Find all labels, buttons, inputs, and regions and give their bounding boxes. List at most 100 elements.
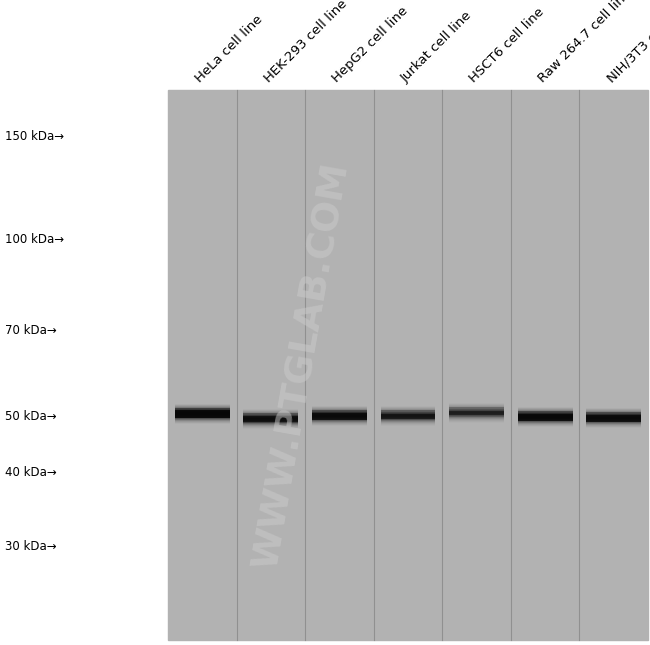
Bar <box>312 411 367 412</box>
Bar <box>175 409 229 410</box>
Bar <box>380 417 436 418</box>
Bar <box>380 410 436 411</box>
Bar <box>586 419 641 420</box>
Bar <box>517 414 573 415</box>
Bar <box>517 410 573 411</box>
Bar <box>586 424 641 425</box>
Bar <box>517 423 573 424</box>
Bar <box>449 404 504 405</box>
Bar <box>449 413 504 414</box>
Bar <box>244 425 298 426</box>
Bar <box>586 427 641 428</box>
Bar <box>449 417 504 418</box>
Bar <box>244 412 298 413</box>
Bar <box>449 419 504 420</box>
Bar <box>380 422 436 423</box>
Bar <box>449 406 504 408</box>
Bar <box>449 420 504 421</box>
Bar <box>244 428 298 429</box>
Bar <box>517 416 573 417</box>
Bar <box>517 417 573 418</box>
Bar <box>312 420 367 421</box>
Bar <box>244 415 298 417</box>
Bar <box>517 425 573 426</box>
Bar <box>175 406 229 408</box>
Bar <box>175 406 229 407</box>
Bar <box>449 415 504 417</box>
Bar <box>449 405 504 406</box>
Bar <box>312 417 367 419</box>
Bar <box>517 412 573 413</box>
Bar <box>586 409 641 410</box>
Bar <box>517 407 573 408</box>
Bar <box>312 421 367 422</box>
Bar <box>380 421 436 422</box>
Bar <box>244 409 298 410</box>
Bar <box>312 409 367 410</box>
Bar <box>449 411 504 415</box>
Text: 150 kDa→: 150 kDa→ <box>5 130 64 143</box>
Bar <box>517 411 573 412</box>
Bar <box>449 407 504 408</box>
Bar <box>312 421 367 422</box>
Bar <box>586 421 641 422</box>
Bar <box>244 416 298 417</box>
Bar <box>449 421 504 422</box>
Bar <box>449 418 504 419</box>
Bar <box>175 416 229 417</box>
Bar <box>586 415 641 416</box>
Bar <box>449 413 504 415</box>
Bar <box>449 411 504 412</box>
Bar <box>586 425 641 426</box>
Bar <box>175 418 229 419</box>
Bar <box>312 406 367 407</box>
Text: 40 kDa→: 40 kDa→ <box>5 466 57 479</box>
Bar <box>175 410 229 418</box>
Bar <box>517 425 573 426</box>
Bar <box>586 421 641 422</box>
Bar <box>517 418 573 419</box>
Bar <box>244 420 298 421</box>
Bar <box>312 415 367 416</box>
Bar <box>517 426 573 427</box>
Bar <box>586 418 641 419</box>
Text: 50 kDa→: 50 kDa→ <box>5 410 57 422</box>
Bar <box>380 408 436 409</box>
Bar <box>586 412 641 413</box>
Bar <box>312 410 367 411</box>
Bar <box>380 425 436 426</box>
Bar <box>586 413 641 415</box>
Bar <box>517 422 573 423</box>
Bar <box>449 408 504 409</box>
Bar <box>175 413 229 414</box>
Bar <box>244 418 298 419</box>
Bar <box>175 417 229 418</box>
Bar <box>244 419 298 420</box>
Bar <box>312 417 367 418</box>
Bar <box>380 412 436 413</box>
Bar <box>312 418 367 419</box>
Bar <box>380 423 436 424</box>
Bar <box>244 419 298 420</box>
Bar <box>175 419 229 421</box>
Bar <box>517 414 573 415</box>
Text: 30 kDa→: 30 kDa→ <box>5 540 57 553</box>
Bar <box>244 421 298 422</box>
Bar <box>244 420 298 421</box>
Bar <box>380 413 436 414</box>
Bar <box>449 410 504 411</box>
Bar <box>517 423 573 424</box>
Bar <box>312 408 367 409</box>
Bar <box>449 410 504 412</box>
Bar <box>175 422 229 424</box>
Bar <box>380 412 436 413</box>
Bar <box>175 421 229 422</box>
Bar <box>517 410 573 411</box>
Bar <box>517 418 573 419</box>
Bar <box>380 406 436 407</box>
Bar <box>586 423 641 424</box>
Bar <box>175 420 229 421</box>
Bar <box>244 412 298 413</box>
Bar <box>517 413 573 421</box>
Bar <box>449 409 504 410</box>
